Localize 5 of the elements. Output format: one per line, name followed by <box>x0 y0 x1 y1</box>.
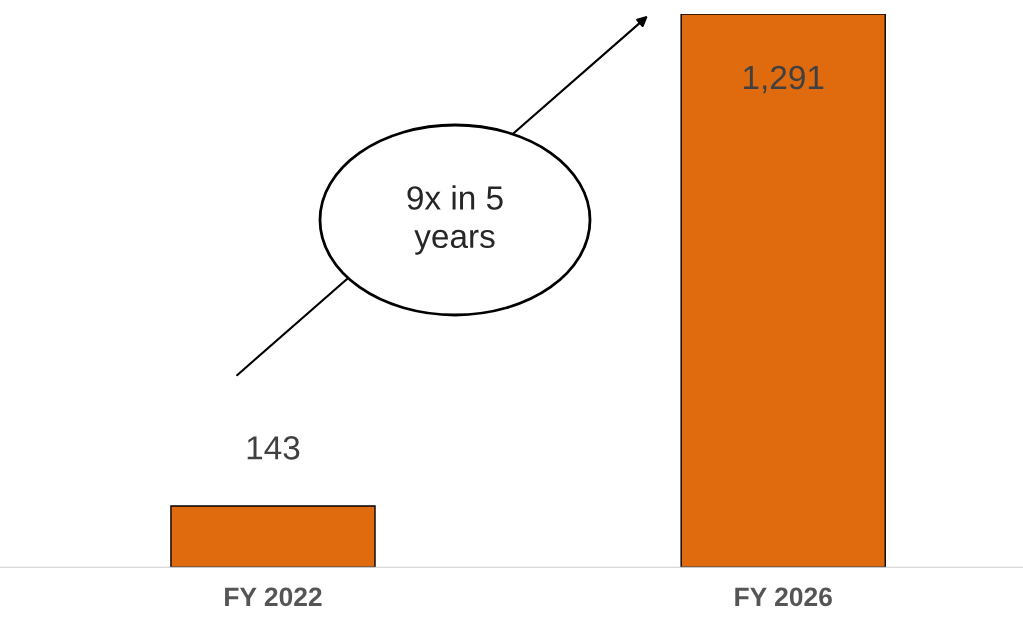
x-tick-label: FY 2026 <box>735 587 832 607</box>
annotation: 9x in 5 years <box>407 185 503 255</box>
x-tick-label: FY 2022 <box>225 587 322 607</box>
data-label: 143 <box>247 436 300 460</box>
data-label: 1,291 <box>744 65 824 94</box>
